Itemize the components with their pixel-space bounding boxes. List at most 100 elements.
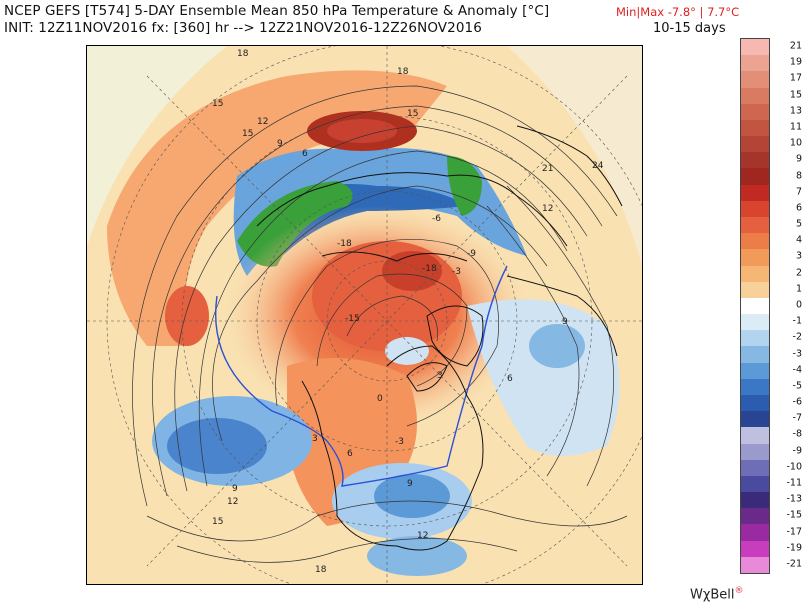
- isotherm-4: [198, 150, 568, 487]
- color-scale-label: -21: [786, 558, 802, 570]
- color-swatch: [741, 395, 769, 412]
- color-swatch: [741, 152, 769, 169]
- contour-label: 15: [212, 517, 223, 527]
- color-swatch: [741, 492, 769, 509]
- isotherm-east-1: [506, 185, 614, 487]
- color-swatch: [741, 119, 769, 137]
- color-swatch: [741, 362, 769, 380]
- isotherm-1: [132, 85, 618, 507]
- init-forecast-line: INIT: 12Z11NOV2016 fx: [360] hr --> 12Z2…: [4, 20, 482, 36]
- color-scale-label: 10: [789, 137, 802, 149]
- contour-label: 9: [277, 139, 283, 149]
- polar-map: 18 15 12 15 9 6 -18 -15 -18 -9 9 12 15 1…: [86, 45, 643, 585]
- color-scale-label: 1: [795, 283, 802, 295]
- contour-label: 6: [507, 374, 513, 384]
- contour-label: 21: [542, 164, 553, 174]
- meridian-4: [146, 75, 628, 567]
- contour-label: -15: [345, 314, 360, 324]
- color-swatch: [741, 87, 769, 105]
- color-swatch: [741, 411, 769, 428]
- color-scale-label: 6: [795, 202, 802, 214]
- color-scale-label: -10: [786, 461, 802, 473]
- color-scale-label: -19: [786, 542, 802, 554]
- color-scale-label: -2: [792, 331, 802, 343]
- isotherm-3: [174, 125, 588, 492]
- color-scale-labels: 21 19 17 15 13 11 10 9 8 7 6 5 4 3 2 1 0 -1 -2 -3 -4 -5 -6 -7 -8…: [772, 38, 802, 572]
- coast-north-america-west: [301, 380, 448, 551]
- color-swatch: [741, 55, 769, 72]
- color-scale-label: 5: [795, 218, 802, 230]
- cold-anomaly-us-east-core: [374, 474, 450, 518]
- color-swatch: [741, 71, 769, 89]
- contour-label: -9: [467, 249, 476, 259]
- color-scale-label: -3: [792, 348, 802, 360]
- cold-anomaly-atlantic-core: [529, 324, 585, 368]
- isotherm-south-2: [176, 538, 518, 563]
- color-scale-label: 15: [789, 89, 802, 101]
- color-swatch: [741, 217, 769, 234]
- coast-asia-south: [516, 125, 623, 207]
- coast-greenland: [426, 305, 484, 367]
- color-swatch: [741, 378, 769, 396]
- isotherm-contours: [132, 85, 628, 563]
- contour-label: 15: [212, 99, 223, 109]
- color-swatch: [741, 556, 769, 574]
- color-scale-label: -7: [792, 412, 802, 424]
- color-scale-label: -11: [786, 477, 802, 489]
- color-swatch: [741, 265, 769, 283]
- contour-label: -3: [395, 437, 404, 447]
- contour-label: -6: [432, 214, 441, 224]
- color-swatch: [741, 233, 769, 250]
- color-swatch: [741, 330, 769, 347]
- brand-text: WχBell: [690, 587, 735, 603]
- contour-label: 15: [242, 129, 253, 139]
- contour-label: 6: [347, 449, 353, 459]
- color-swatch: [741, 136, 769, 153]
- map-svg: 18 15 12 15 9 6 -18 -15 -18 -9 9 12 15 1…: [87, 46, 642, 584]
- corner-shade-ne: [507, 46, 642, 266]
- color-scale-label: -4: [792, 364, 802, 376]
- color-scale-bar: [740, 38, 770, 574]
- contour-label: 18: [237, 49, 249, 59]
- contour-label: 0: [377, 394, 383, 404]
- min-max-readout: Min|Max -7.8° | 7.7°C: [616, 5, 740, 19]
- contour-label: 18: [397, 67, 409, 77]
- coast-north-america-east: [386, 345, 484, 542]
- warm-anomaly-west: [165, 286, 209, 346]
- contour-label: -18: [422, 264, 437, 274]
- color-scale-label: -5: [792, 380, 802, 392]
- cold-anomaly-gulf: [367, 536, 467, 576]
- color-scale-label: -15: [786, 509, 802, 521]
- strong-cold-green-east: [447, 156, 482, 216]
- contour-label: 15: [407, 109, 418, 119]
- color-swatch: [741, 39, 769, 56]
- color-scale-label: 9: [795, 153, 802, 165]
- contour-label: 3: [437, 371, 443, 381]
- color-scale-label: -8: [792, 428, 802, 440]
- lat-lon-grid: [87, 46, 642, 584]
- contour-label: 12: [542, 204, 553, 214]
- zero-degree-contour: [215, 265, 508, 487]
- color-swatch: [741, 540, 769, 558]
- weatherbell-logo: WχBell®: [690, 586, 744, 602]
- isotherm-5: [212, 185, 548, 442]
- color-scale-label: 17: [789, 72, 802, 84]
- contour-label: 9: [407, 479, 413, 489]
- warm-anomaly-arc: [107, 70, 447, 346]
- isotherm-east-2: [486, 205, 580, 477]
- contour-label: 6: [302, 149, 308, 159]
- color-swatch: [741, 427, 769, 445]
- contour-label: 12: [227, 497, 238, 507]
- color-swatch: [741, 524, 769, 542]
- contour-label: -18: [337, 239, 352, 249]
- cold-anomaly-greenland: [385, 337, 429, 365]
- color-swatch: [741, 281, 769, 299]
- coastlines: [256, 125, 623, 551]
- color-scale-label: 13: [789, 105, 802, 117]
- isotherm-8: [346, 295, 438, 342]
- coast-hudson: [406, 362, 448, 392]
- color-scale-label: -9: [792, 445, 802, 457]
- color-swatch: [741, 168, 769, 186]
- color-swatch: [741, 249, 769, 267]
- color-scale-label: 4: [795, 234, 802, 246]
